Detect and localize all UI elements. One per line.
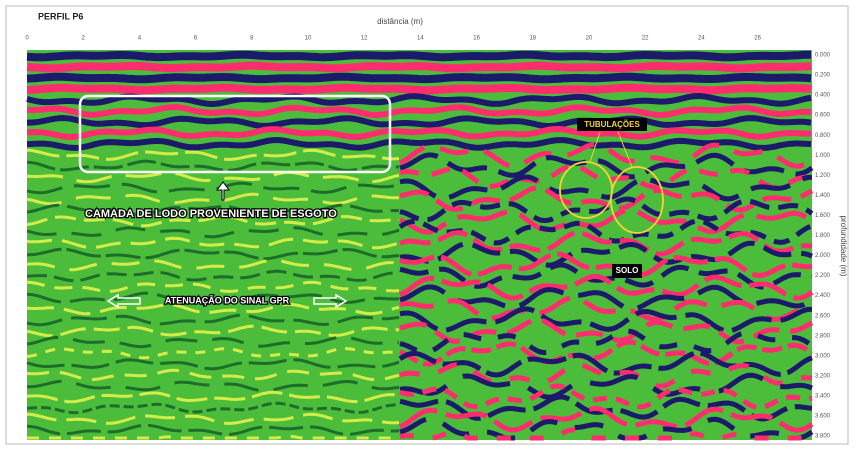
- reflection: [27, 88, 811, 91]
- y-tick-label: 0.800: [815, 133, 831, 139]
- y-tick-label: 0.000: [815, 53, 831, 59]
- annotation: CAMADA DE LODO PROVENIENTE DE ESGOTO: [85, 208, 337, 220]
- x-tick-label: 14: [417, 36, 424, 42]
- y-tick-label: 3.800: [815, 434, 831, 440]
- reflection: [27, 55, 811, 58]
- x-axis-label: distância (m): [377, 17, 423, 26]
- annotation: SOLO: [616, 266, 639, 275]
- x-tick-label: 26: [754, 36, 761, 42]
- reflection: [27, 66, 811, 69]
- x-tick-label: 10: [305, 36, 312, 42]
- y-tick-label: 2.800: [815, 333, 831, 339]
- x-tick-label: 20: [586, 36, 593, 42]
- x-tick-label: 12: [361, 36, 368, 42]
- annotation: TUBULAÇÕES: [584, 120, 640, 129]
- figure-title: PERFIL P6: [38, 11, 83, 21]
- annotation: ATENUAÇÃO DO SINAL GPR: [165, 295, 290, 305]
- x-tick-label: 24: [698, 36, 705, 42]
- y-tick-label: 3.600: [815, 414, 831, 420]
- x-tick-label: 16: [473, 36, 480, 42]
- y-tick-label: 1.000: [815, 153, 831, 159]
- radargram: [27, 50, 812, 440]
- reflection: [27, 436, 399, 438]
- y-tick-label: 2.000: [815, 253, 831, 259]
- y-tick-label: 2.200: [815, 273, 831, 279]
- y-tick-label: 3.400: [815, 393, 831, 399]
- y-tick-label: 1.200: [815, 173, 831, 179]
- reflection: [27, 77, 811, 80]
- y-tick-label: 1.400: [815, 193, 831, 199]
- x-tick-label: 22: [642, 36, 649, 42]
- y-tick-label: 3.200: [815, 373, 831, 379]
- y-tick-label: 2.400: [815, 293, 831, 299]
- y-tick-label: 0.600: [815, 113, 831, 119]
- y-tick-label: 0.200: [815, 73, 831, 79]
- y-axis-label: profundidade (m): [839, 216, 848, 277]
- y-tick-label: 1.600: [815, 213, 831, 219]
- y-tick-label: 0.400: [815, 93, 831, 99]
- figure: PERFIL P6 distância (m) profundidade (m)…: [0, 0, 856, 451]
- y-tick-label: 2.600: [815, 313, 831, 319]
- y-tick-label: 3.000: [815, 353, 831, 359]
- x-tick-label: 18: [529, 36, 536, 42]
- y-tick-label: 1.800: [815, 233, 831, 239]
